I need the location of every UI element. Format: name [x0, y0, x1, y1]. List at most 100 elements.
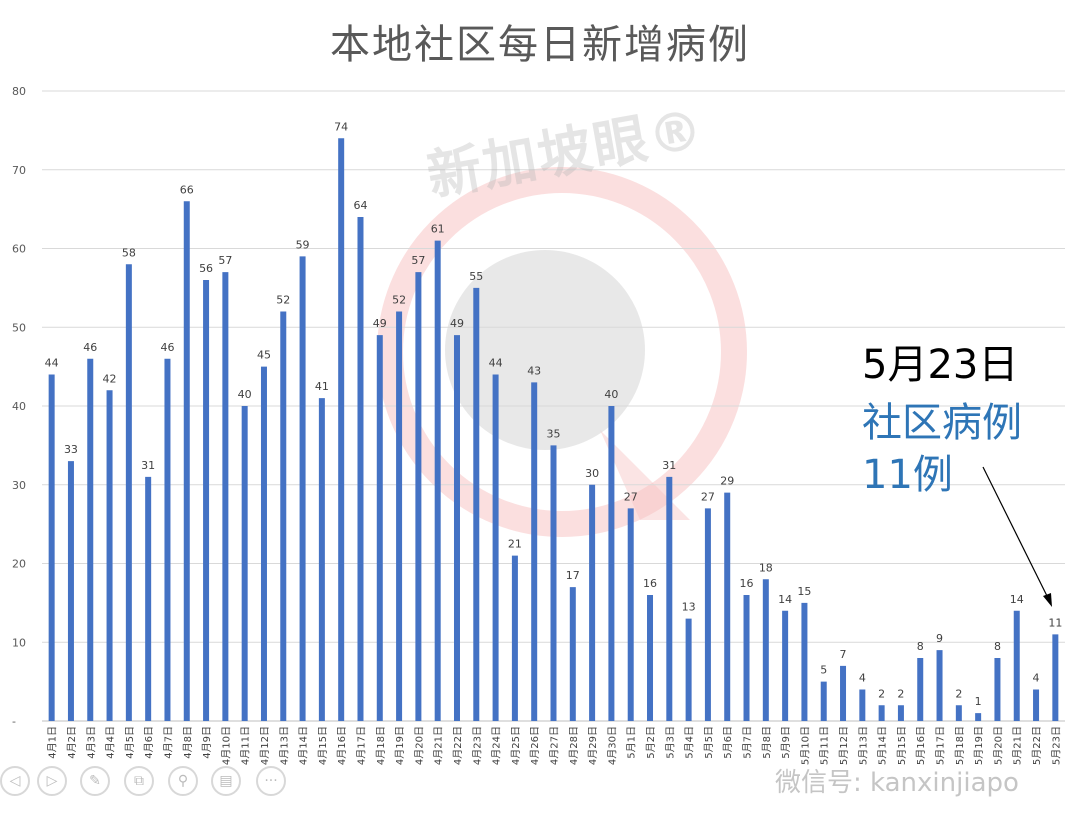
bar	[1033, 689, 1040, 721]
y-tick-label: 20	[12, 558, 26, 571]
data-label: 31	[141, 459, 155, 472]
x-tick-label: 4月1日	[47, 726, 59, 759]
y-tick-label: 80	[12, 85, 26, 98]
x-tick-label: 5月5日	[703, 726, 715, 759]
x-tick-label: 4月23日	[471, 726, 483, 765]
bar	[1052, 634, 1059, 721]
bar	[67, 461, 74, 721]
data-label: 16	[643, 577, 657, 590]
x-tick-label: 5月1日	[626, 726, 638, 759]
play-icon[interactable]: ▷	[37, 766, 67, 796]
data-label: 74	[334, 120, 348, 133]
x-tick-label: 5月6日	[722, 726, 734, 759]
data-label: 41	[315, 380, 329, 393]
bar	[125, 264, 132, 721]
y-tick-label: 40	[12, 400, 26, 413]
data-label: 42	[103, 372, 117, 385]
x-tick-label: 4月27日	[549, 726, 561, 765]
bar	[685, 618, 692, 721]
zoom-icon[interactable]: ⚲	[168, 766, 198, 796]
x-tick-label: 5月14日	[877, 726, 889, 765]
bar	[782, 610, 789, 721]
note-icon[interactable]: ▤	[211, 766, 241, 796]
data-label: 49	[450, 317, 464, 330]
bar	[145, 476, 152, 721]
chart-title: 本地社区每日新增病例	[330, 22, 750, 68]
bar	[955, 705, 962, 721]
x-tick-label: 5月19日	[973, 726, 985, 765]
x-tick-label: 4月21日	[433, 726, 445, 765]
x-tick-label: 5月9日	[780, 726, 792, 759]
x-tick-label: 5月8日	[761, 726, 773, 759]
x-tick-label: 5月4日	[684, 726, 696, 759]
bar	[183, 201, 190, 721]
x-tick-label: 4月24日	[491, 726, 503, 765]
prev-icon[interactable]: ◁	[0, 766, 30, 796]
x-tick-label: 4月29日	[587, 726, 599, 765]
bar	[1013, 610, 1020, 721]
data-label: 44	[45, 357, 59, 370]
x-tick-label: 4月15日	[317, 726, 329, 765]
bar	[453, 335, 460, 721]
data-label: 61	[431, 223, 445, 236]
bar	[704, 508, 711, 721]
bar	[473, 287, 480, 721]
bar	[878, 705, 885, 721]
bar	[724, 492, 731, 721]
more-icon[interactable]: ···	[256, 766, 286, 796]
bar	[647, 595, 654, 721]
x-tick-label: 5月12日	[838, 726, 850, 765]
bar	[917, 658, 924, 721]
x-tick-label: 5月15日	[896, 726, 908, 765]
x-tick-label: 5月16日	[915, 726, 927, 765]
pen-icon[interactable]: ✎	[80, 766, 110, 796]
bar	[87, 358, 94, 721]
data-label: 17	[566, 569, 580, 582]
x-tick-label: 5月11日	[819, 726, 831, 765]
y-tick-label: -	[12, 715, 16, 728]
y-tick-label: 30	[12, 479, 26, 492]
x-tick-label: 4月11日	[240, 726, 252, 765]
data-label: 8	[994, 640, 1001, 653]
data-label: 49	[373, 317, 387, 330]
x-tick-label: 5月2日	[645, 726, 657, 759]
data-label: 2	[955, 687, 962, 700]
bar	[762, 579, 769, 721]
x-tick-label: 4月26日	[529, 726, 541, 765]
bar	[396, 311, 403, 721]
bar	[511, 555, 518, 721]
x-tick-label: 4月8日	[182, 726, 194, 759]
x-tick-label: 4月5日	[124, 726, 136, 759]
bar	[106, 390, 113, 721]
x-tick-label: 4月20日	[413, 726, 425, 765]
bar	[241, 406, 248, 721]
bar	[531, 382, 538, 721]
x-tick-label: 5月22日	[1031, 726, 1043, 765]
data-label: 7	[840, 648, 847, 661]
data-label: 57	[218, 254, 232, 267]
crop-icon[interactable]: ⧉	[124, 766, 154, 796]
bar	[666, 476, 673, 721]
data-label: 30	[585, 467, 599, 480]
bar	[936, 650, 943, 721]
x-tick-label: 5月20日	[992, 726, 1004, 765]
bar	[203, 280, 210, 721]
data-label: 18	[759, 561, 773, 574]
data-label: 13	[682, 601, 696, 614]
data-label: 21	[508, 538, 522, 551]
data-label: 46	[160, 341, 174, 354]
data-label: 4	[1033, 672, 1040, 685]
data-label: 56	[199, 262, 213, 275]
data-label: 66	[180, 183, 194, 196]
bar	[859, 689, 866, 721]
x-tick-label: 4月10日	[220, 726, 232, 765]
annotation-label: 社区病例	[862, 400, 1022, 446]
x-tick-label: 4月9日	[201, 726, 213, 759]
bar	[550, 445, 557, 721]
x-tick-label: 4月3日	[85, 726, 97, 759]
bar	[376, 335, 383, 721]
data-label: 59	[296, 238, 310, 251]
data-label: 4	[859, 672, 866, 685]
bar	[280, 311, 287, 721]
